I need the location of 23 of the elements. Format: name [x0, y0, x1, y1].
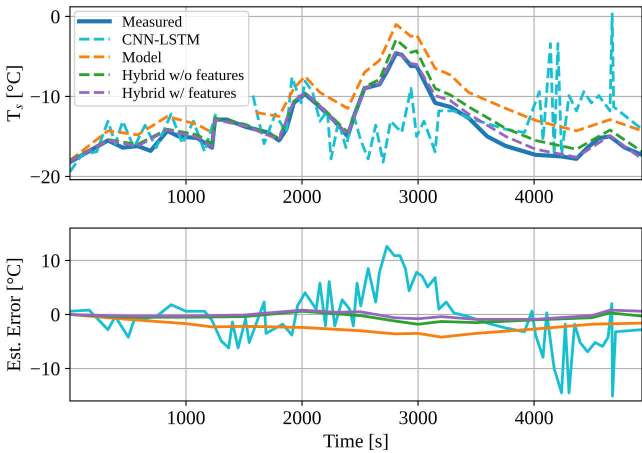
y-axis-title: Est. Error [°C] [6, 258, 23, 371]
y-tick-label: −10 [30, 90, 60, 104]
x-tick-label: 3000 [400, 190, 437, 204]
x-tick-label: 1000 [168, 190, 205, 204]
x-tick-label: 1000 [168, 411, 205, 424]
x-tick-label: 2000 [283, 411, 321, 424]
x-tick-label: 4000 [515, 190, 553, 204]
legend-label: Hybrid w/ features [122, 87, 236, 102]
x-tick-label: 3000 [400, 411, 437, 424]
line-series [70, 308, 642, 321]
x-axis-title: Time [s] [323, 434, 388, 450]
legend-label: Model [122, 52, 162, 62]
x-tick-label: 2000 [283, 190, 321, 204]
y-tick-label: 0 [51, 308, 60, 322]
y-tick-label: −10 [30, 362, 60, 376]
y-tick-label: 10 [42, 254, 60, 268]
y-tick-label: −20 [30, 170, 60, 184]
y-tick-label: 0 [51, 10, 60, 24]
y-axis-title: T$_{s}$ [°C] [6, 66, 23, 122]
x-tick-label: 4000 [515, 411, 553, 424]
legend-label: Measured [122, 16, 182, 27]
legend-label: Hybrid w/o features [122, 69, 244, 84]
legend-label: CNN-LSTM [122, 34, 200, 45]
